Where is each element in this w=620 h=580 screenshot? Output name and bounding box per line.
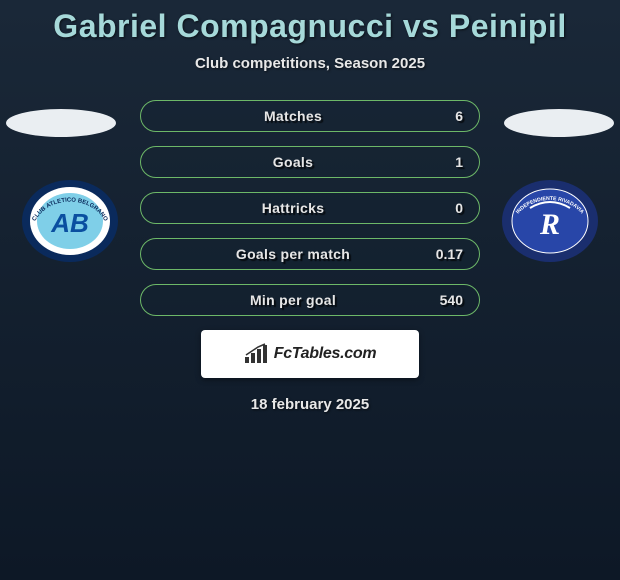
right-club-badge: R INDEPENDIENTE RIVADAVIA [500,178,600,264]
stat-label: Goals [157,154,429,170]
stat-row: Min per goal 540 [140,284,480,316]
stat-value: 540 [429,292,463,308]
stat-value: 0.17 [429,246,463,262]
stats-list: Goals 1 Hattricks 0 Goals per match 0.17… [140,146,480,316]
left-club-badge: AB CLUB ATLETICO BELGRANO [20,178,120,264]
stat-row: Hattricks 0 [140,192,480,224]
stat-label: Min per goal [157,292,429,308]
left-player-ellipse [6,109,116,137]
stat-label: Hattricks [157,200,429,216]
stat-row: Goals per match 0.17 [140,238,480,270]
svg-text:R: R [539,208,560,241]
stat-row: Goals 1 [140,146,480,178]
page-title: Gabriel Compagnucci vs Peinipil [0,0,620,45]
date-text: 18 february 2025 [0,396,620,413]
stat-value: 0 [429,200,463,216]
subtitle: Club competitions, Season 2025 [0,55,620,72]
chart-icon [244,343,268,365]
svg-text:AB: AB [50,208,89,238]
stat-value: 1 [429,154,463,170]
stat-value: 6 [429,108,463,124]
stat-label: Goals per match [157,246,429,262]
stat-label: Matches [157,108,429,124]
brand-text: FcTables.com [274,345,377,363]
brand-box: FcTables.com [201,330,419,378]
header-row: Matches 6 [0,100,620,146]
right-player-ellipse [504,109,614,137]
stat-row: Matches 6 [140,100,480,132]
